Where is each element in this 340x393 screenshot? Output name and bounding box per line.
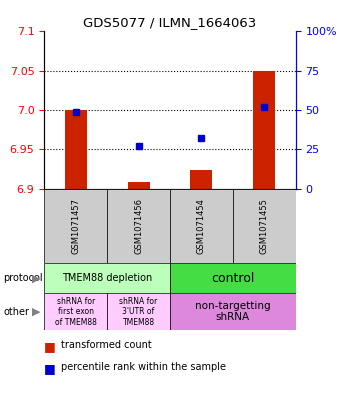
Text: other: other (3, 307, 29, 317)
Bar (190, 170, 212, 189)
Bar (65, 110, 87, 189)
Text: TMEM88 depletion: TMEM88 depletion (62, 273, 152, 283)
Bar (170, 189, 233, 263)
Text: control: control (211, 272, 255, 285)
Text: non-targetting
shRNA: non-targetting shRNA (195, 301, 271, 322)
Text: protocol: protocol (3, 273, 43, 283)
Bar (170, 263, 296, 293)
Text: GSM1071457: GSM1071457 (71, 198, 80, 254)
Bar (253, 71, 275, 189)
Text: ■: ■ (44, 340, 56, 353)
Text: shRNA for
first exon
of TMEM88: shRNA for first exon of TMEM88 (55, 297, 97, 327)
Text: shRNA for
3'UTR of
TMEM88: shRNA for 3'UTR of TMEM88 (119, 297, 158, 327)
Bar (44, 293, 107, 330)
Bar (107, 293, 170, 330)
Bar (44, 263, 170, 293)
Bar (128, 182, 150, 189)
Bar (44, 189, 107, 263)
Text: GSM1071455: GSM1071455 (260, 198, 269, 254)
Title: GDS5077 / ILMN_1664063: GDS5077 / ILMN_1664063 (83, 16, 257, 29)
Bar (170, 293, 296, 330)
Bar (107, 189, 170, 263)
Text: percentile rank within the sample: percentile rank within the sample (61, 362, 226, 371)
Text: ■: ■ (44, 362, 56, 375)
Text: ▶: ▶ (32, 273, 41, 283)
Text: ▶: ▶ (32, 307, 41, 317)
Text: GSM1071454: GSM1071454 (197, 198, 206, 254)
Bar (233, 189, 296, 263)
Text: transformed count: transformed count (61, 340, 152, 350)
Text: GSM1071456: GSM1071456 (134, 198, 143, 254)
